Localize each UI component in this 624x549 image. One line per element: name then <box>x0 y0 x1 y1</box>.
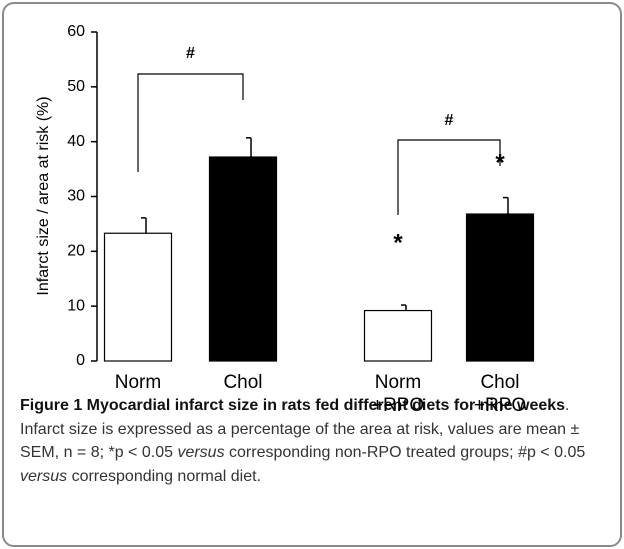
annotation: * <box>393 229 403 256</box>
y-tick-label: 20 <box>67 243 85 260</box>
caption-text: corresponding normal diet. <box>67 467 262 485</box>
caption-text: . Infarct size is expressed as a percent… <box>20 397 580 461</box>
significance-bracket <box>397 139 501 215</box>
y-tick-label: 30 <box>67 188 85 205</box>
x-tick-label: Norm <box>114 372 162 393</box>
caption-text: versus <box>177 444 225 461</box>
bar <box>103 232 173 362</box>
significance-bracket <box>137 73 244 172</box>
caption-text: corresponding non-RPO treated groups; #p… <box>224 444 586 461</box>
annotation: * <box>495 149 505 176</box>
annotation: # <box>186 45 195 62</box>
x-tick-label: Chol <box>223 372 263 393</box>
caption-text: versus <box>20 467 68 485</box>
y-tick-label: 60 <box>67 23 85 40</box>
y-tick-label: 50 <box>67 78 85 95</box>
x-tick-label: Norm +RPO <box>371 372 425 416</box>
y-tick-label: 40 <box>67 133 85 150</box>
caption-title: Figure 1 Myocardial infarct size in rats… <box>20 397 566 414</box>
caption: Figure 1 Myocardial infarct size in rats… <box>20 394 610 488</box>
y-tick-label: 10 <box>67 297 85 314</box>
bar <box>208 156 278 362</box>
bar <box>363 309 433 362</box>
x-tick-label: Chol +RPO <box>473 372 527 416</box>
bar <box>465 213 535 362</box>
y-axis-label: Infarct size / area at risk (%) <box>35 96 52 295</box>
y-tick-label: 0 <box>76 352 85 369</box>
annotation: # <box>445 112 454 129</box>
